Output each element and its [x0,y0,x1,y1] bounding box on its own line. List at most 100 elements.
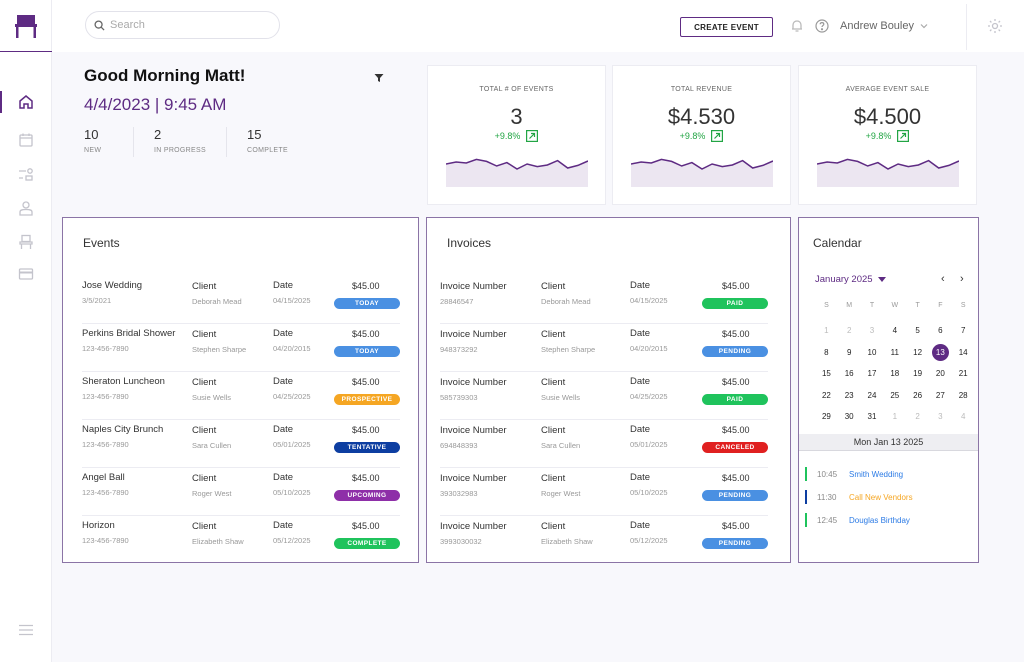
calendar-day[interactable]: 24 [861,387,884,409]
date-label: Date [630,280,651,291]
invoice-info: Invoice Number 28846547 [440,281,507,306]
invoice-number-label: Invoice Number [440,329,507,340]
invoice-row[interactable]: Invoice Number 948373292 Client Stephen Sha… [440,324,768,372]
calendar-day[interactable]: 22 [815,387,838,409]
status-badge: PAID [702,298,768,309]
calendar-day[interactable]: 23 [838,387,861,409]
calendar-day[interactable]: 25 [883,387,906,409]
invoice-row[interactable]: Invoice Number 3993030032 Client Elizabeth … [440,516,768,564]
calendar-day[interactable]: 1 [883,408,906,430]
sidebar-item-payments[interactable] [0,259,52,289]
invoice-row[interactable]: Invoice Number 694848393 Client Sara Cullen… [440,420,768,468]
agenda-item[interactable]: 12:45 Douglas Birthday [805,513,910,527]
calendar-day[interactable]: 26 [906,387,929,409]
create-event-button[interactable]: CREATE EVENT [680,17,773,37]
calendar-day[interactable]: 17 [861,365,884,387]
event-row[interactable]: Angel Ball 123-456-7890 Client Roger West Da… [82,468,400,516]
sidebar-item-home[interactable] [0,87,52,117]
chair-logo-icon [15,14,37,38]
client-label: Client [541,377,566,388]
menu-button[interactable] [0,615,52,645]
event-phone: 3/5/2021 [82,296,112,305]
invoice-client: Client Elizabeth Shaw [541,521,593,546]
event-row[interactable]: Naples City Brunch 123-456-7890 Client Sara… [82,420,400,468]
calendar-day[interactable]: 10 [861,344,884,366]
trend-up-icon [711,130,724,142]
calendar-day[interactable]: 2 [838,322,861,344]
date-label: Date [630,520,651,531]
invoice-client: Client Susie Wells [541,377,580,402]
calendar-day[interactable]: 19 [906,365,929,387]
status-badge: UPCOMING [334,490,400,501]
calendar-day[interactable]: 15 [815,365,838,387]
notifications-button[interactable] [789,18,805,34]
kpi-change: +9.8% [799,130,976,142]
event-row[interactable]: Sheraton Luncheon 123-456-7890 Client Susie… [82,372,400,420]
calendar-day[interactable]: 3 [929,408,952,430]
agenda-item[interactable]: 11:30 Call New Vendors [805,490,913,504]
calendar-day[interactable]: 28 [952,387,975,409]
calendar-day[interactable]: 11 [883,344,906,366]
calendar-day[interactable]: 8 [815,344,838,366]
calendar-day-selected[interactable]: 13 [929,343,952,366]
help-button[interactable] [814,18,830,34]
calendar-day[interactable]: 18 [883,365,906,387]
day-number: 15 [821,369,831,378]
search-input[interactable] [110,19,260,31]
calendar-day[interactable]: 16 [838,365,861,387]
calendar-day[interactable]: 21 [952,365,975,387]
user-menu[interactable]: Andrew Bouley [840,20,928,32]
sidebar-item-users[interactable] [0,193,52,223]
date-value: 05/10/2025 [273,488,311,497]
calendar-day[interactable]: 29 [815,408,838,430]
event-amount: $45.00 [352,425,380,435]
invoice-row[interactable]: Invoice Number 585739303 Client Susie Wells… [440,372,768,420]
day-number: 4 [960,412,966,421]
agenda-item[interactable]: 10:45 Smith Wedding [805,467,903,481]
invoice-row[interactable]: Invoice Number 393032983 Client Roger West D… [440,468,768,516]
invoice-row[interactable]: Invoice Number 28846547 Client Deborah Mead… [440,276,768,324]
client-name: Sara Cullen [192,441,232,450]
settings-button[interactable] [987,18,1003,34]
sidebar-item-seating[interactable] [0,227,52,257]
day-number: 16 [844,369,854,378]
event-client: Client Deborah Mead [192,281,242,306]
calendar-day[interactable]: 5 [906,322,929,344]
event-row[interactable]: Perkins Bridal Shower 123-456-7890 Client S… [82,324,400,372]
next-month-button[interactable]: › [960,273,964,285]
calendar-day[interactable]: 6 [929,322,952,344]
invoice-number: 694848393 [440,441,478,450]
prev-month-button[interactable]: ‹ [941,273,945,285]
calendar-day[interactable]: 30 [838,408,861,430]
day-number: 25 [890,390,900,400]
filter-button[interactable] [374,70,384,88]
calendar-day[interactable]: 9 [838,344,861,366]
day-number: 21 [958,369,968,378]
event-date: Date 04/20/2015 [273,328,311,353]
calendar-day[interactable]: 4 [952,408,975,430]
event-row[interactable]: Jose Wedding 3/5/2021 Client Deborah Mead Da… [82,276,400,324]
calendar-day[interactable]: 14 [952,344,975,366]
sparkline-area [446,159,588,187]
invoice-date: Date 04/20/2015 [630,328,668,353]
calendar-day[interactable]: 31 [861,408,884,430]
month-selector[interactable]: January 2025 [815,274,886,285]
calendar-day[interactable]: 7 [952,322,975,344]
calendar-day[interactable]: 20 [929,365,952,387]
sidebar-item-tasks[interactable] [0,160,52,190]
calendar-day[interactable]: 1 [815,322,838,344]
sidebar-item-calendar[interactable] [0,125,52,155]
calendar-day[interactable]: 4 [883,322,906,344]
search-icon [94,19,105,31]
search-box[interactable] [85,11,280,39]
calendar-day[interactable]: 3 [861,322,884,344]
date-value: 04/15/2025 [273,296,311,305]
date-label: Date [630,424,651,435]
current-datetime: 4/4/2023 | 9:45 AM [84,95,227,114]
calendar-day[interactable]: 12 [906,344,929,366]
invoice-number-label: Invoice Number [440,521,507,532]
stat-in-progress: 2 IN PROGRESS [154,127,206,154]
event-row[interactable]: Horizon 123-456-7890 Client Elizabeth Shaw D… [82,516,400,564]
calendar-day[interactable]: 2 [906,408,929,430]
calendar-day[interactable]: 27 [929,387,952,409]
